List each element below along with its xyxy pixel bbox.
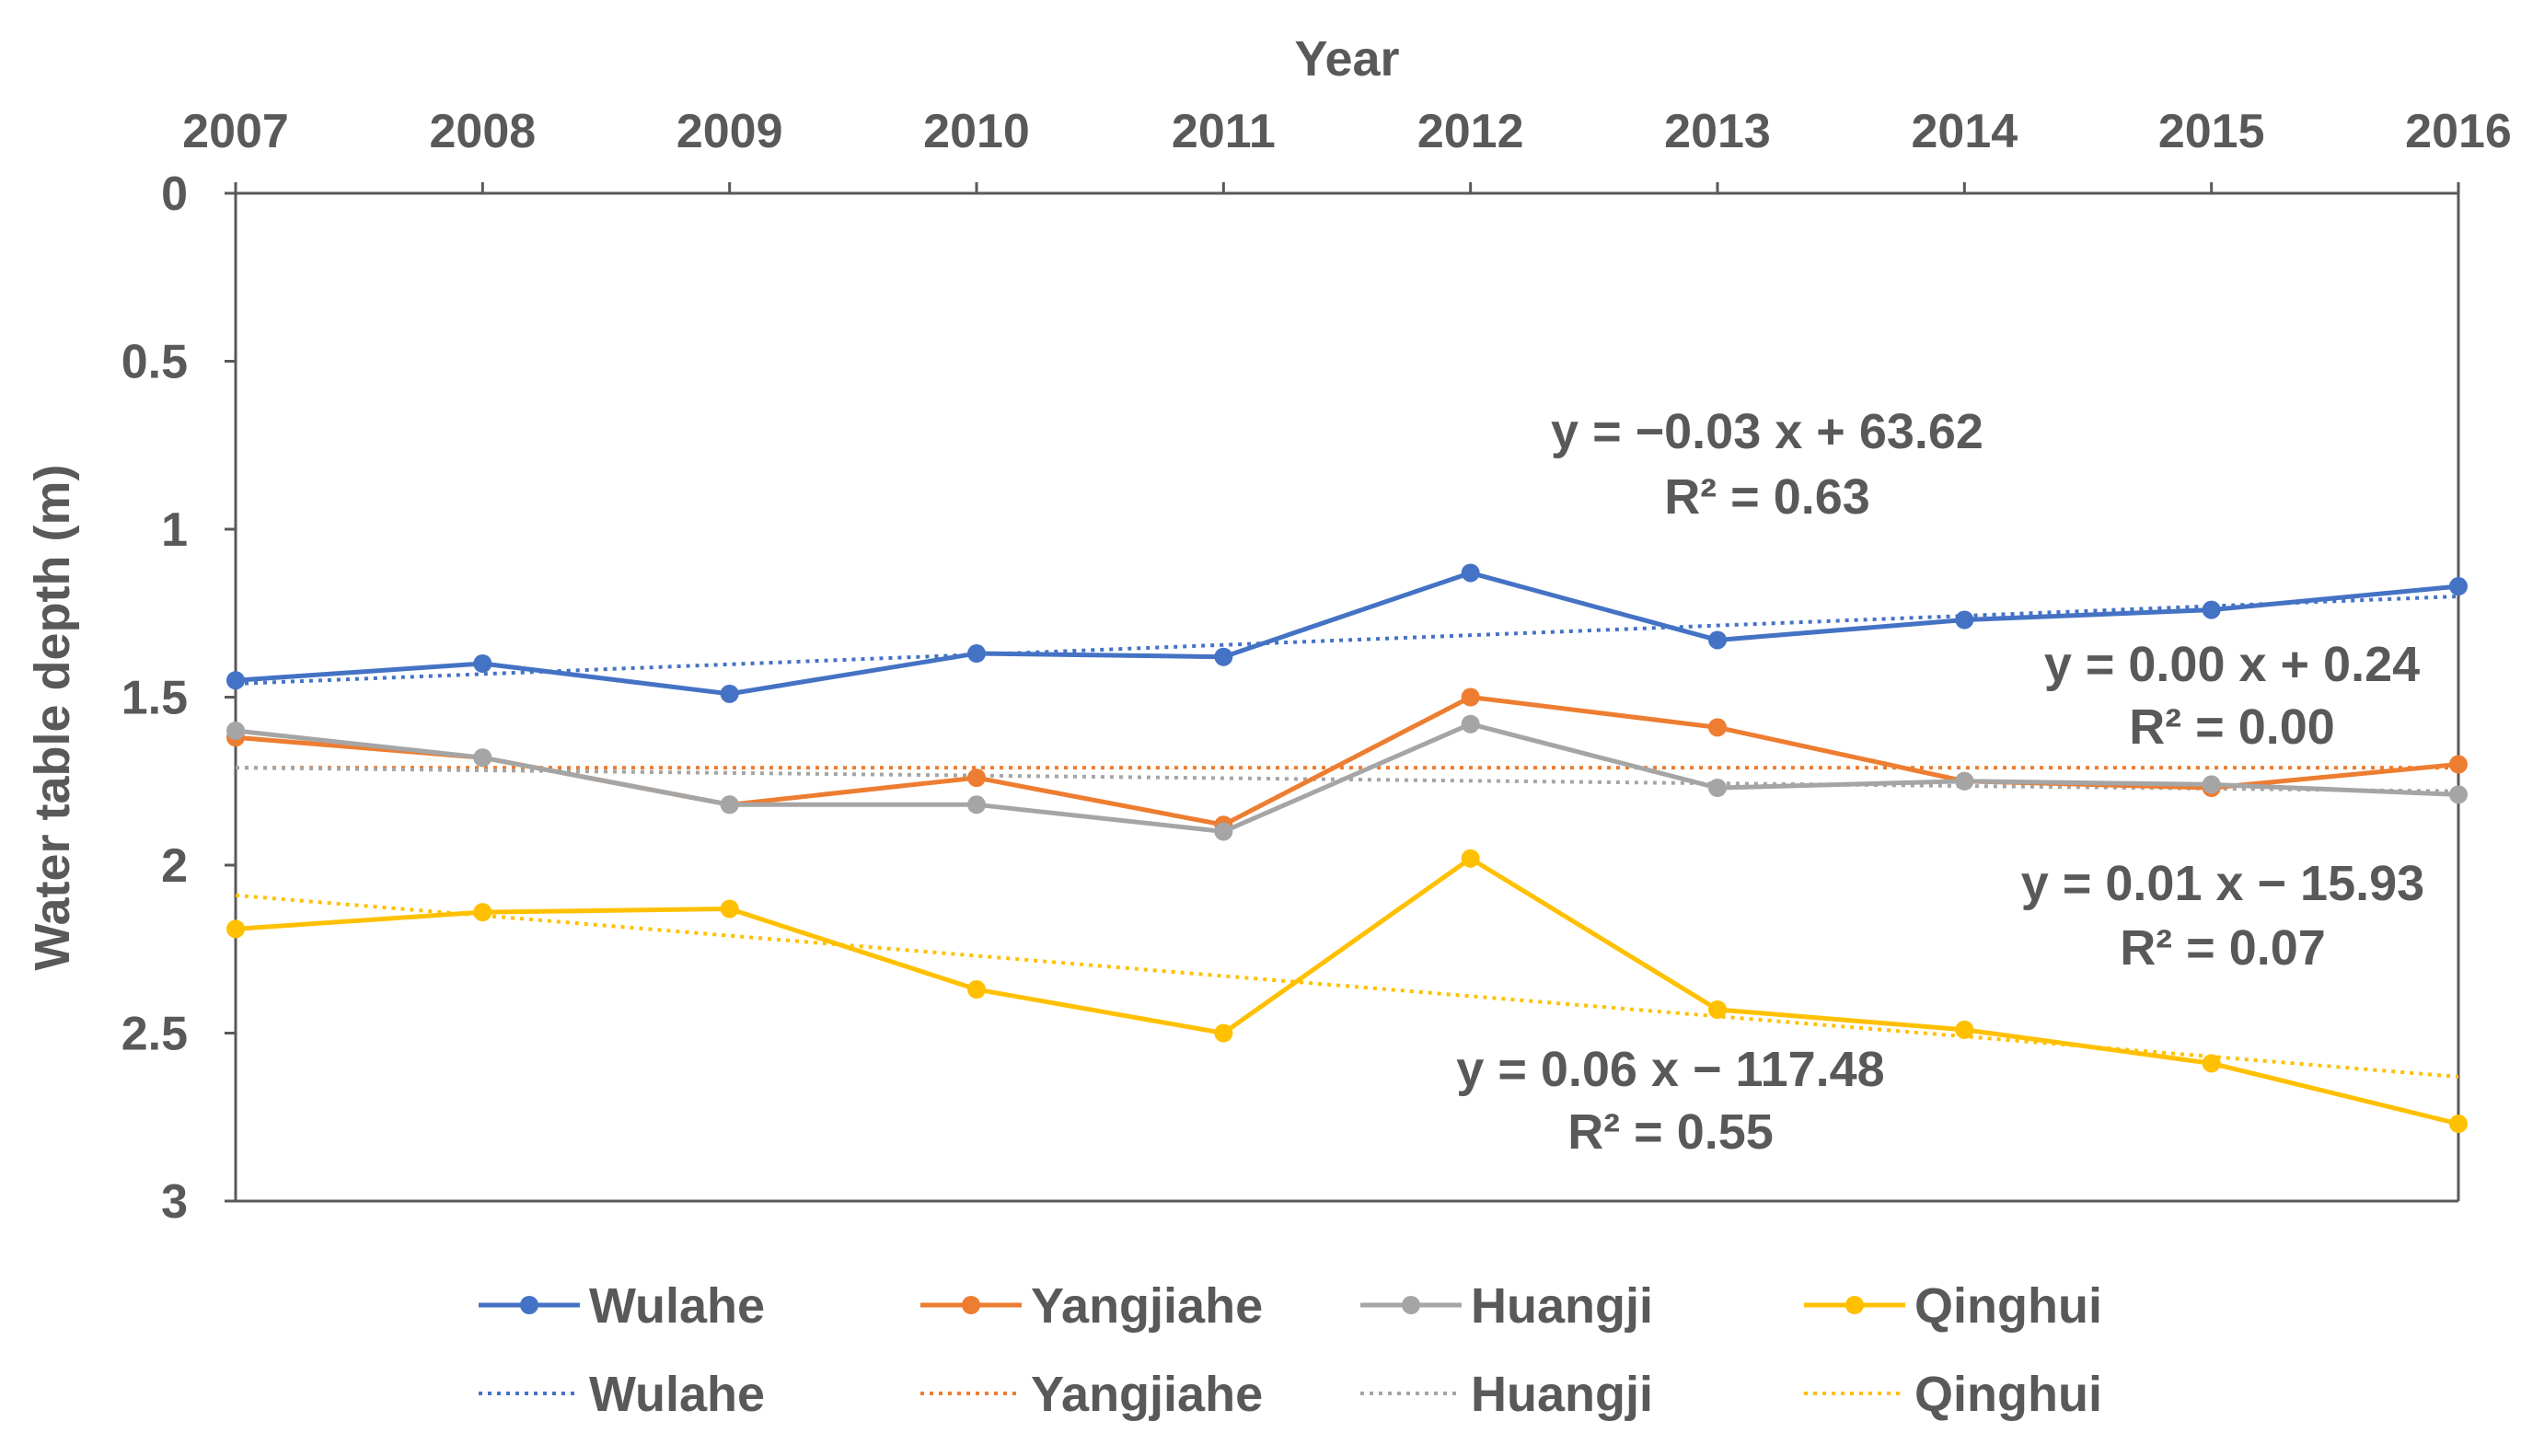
data-point bbox=[473, 654, 492, 673]
y-tick-label: 2 bbox=[161, 839, 188, 893]
trendline-qinghui bbox=[235, 893, 2459, 1079]
trendline-equation-qinghui: y = 0.06 x − 117.48 bbox=[1456, 1042, 1884, 1097]
y-tick-label: 3 bbox=[161, 1175, 188, 1229]
legend-swatch-marker bbox=[1845, 1296, 1864, 1314]
data-point bbox=[2449, 785, 2468, 804]
data-point bbox=[967, 980, 986, 1000]
series-line-wulahe bbox=[235, 570, 2459, 697]
y-tick-label: 0.5 bbox=[121, 336, 188, 389]
data-point bbox=[967, 644, 986, 664]
legend-label: Wulahe bbox=[589, 1367, 765, 1422]
data-point bbox=[1214, 1023, 1233, 1043]
legend-label: Wulahe bbox=[589, 1278, 765, 1334]
trendline-equation-huangji: y = 0.01 x − 15.93 bbox=[2021, 856, 2424, 911]
x-tick-label: 2012 bbox=[1417, 105, 1524, 158]
legend-trendline-wulahe: Wulahe bbox=[479, 1367, 765, 1422]
legend-swatch-marker bbox=[1402, 1296, 1420, 1314]
y-tick-label: 0 bbox=[161, 168, 188, 221]
data-point bbox=[1708, 718, 1727, 737]
data-point bbox=[1708, 630, 1727, 650]
x-tick-label: 2014 bbox=[1911, 105, 2018, 158]
series-huangji bbox=[226, 714, 2468, 841]
y-tick-label: 2.5 bbox=[121, 1008, 188, 1061]
x-tick-label: 2008 bbox=[429, 105, 536, 158]
legend-trendline-yangjiahe: Yangjiahe bbox=[920, 1367, 1263, 1422]
legend-series-qinghui: Qinghui bbox=[1804, 1278, 2102, 1334]
trendline-r2-qinghui: R² = 0.55 bbox=[1567, 1104, 1774, 1160]
data-point bbox=[1461, 849, 1480, 868]
data-point bbox=[473, 903, 492, 922]
data-point bbox=[2202, 600, 2221, 619]
data-point bbox=[2449, 577, 2468, 596]
series-qinghui bbox=[226, 849, 2468, 1134]
y-axis-title: Water table depth (m) bbox=[25, 464, 80, 970]
legend-trendline-huangji: Huangji bbox=[1360, 1367, 1653, 1422]
legend-series-huangji: Huangji bbox=[1360, 1278, 1653, 1334]
data-point bbox=[720, 795, 739, 815]
data-point bbox=[967, 768, 986, 788]
data-series bbox=[226, 563, 2468, 1134]
trendline-equation-wulahe: y = −0.03 x + 63.62 bbox=[1551, 404, 1983, 459]
trendline-annotations: y = −0.03 x + 63.62 R² = 0.63 y = 0.00 x +… bbox=[1456, 404, 2424, 1160]
legend-label: Qinghui bbox=[1914, 1367, 2102, 1422]
data-point bbox=[2202, 1054, 2221, 1073]
legend: Wulahe Yangjiahe Huangji Qinghui Wulahe Yangj… bbox=[479, 1278, 2102, 1422]
y-tick-label: 1 bbox=[161, 503, 188, 557]
x-tick-label: 2009 bbox=[676, 105, 783, 158]
data-point bbox=[1955, 1020, 1974, 1039]
series-wulahe bbox=[226, 563, 2468, 703]
legend-label: Yangjiahe bbox=[1031, 1278, 1263, 1334]
data-point bbox=[1708, 779, 1727, 798]
data-point bbox=[473, 748, 492, 768]
data-point bbox=[720, 684, 739, 703]
x-tick-label: 2013 bbox=[1664, 105, 1771, 158]
trendlines bbox=[235, 595, 2459, 1079]
data-point bbox=[1461, 688, 1480, 707]
data-point bbox=[1214, 822, 1233, 841]
data-point bbox=[1214, 647, 1233, 666]
data-point bbox=[226, 919, 245, 939]
data-point bbox=[1955, 771, 1974, 791]
legend-label: Huangji bbox=[1471, 1278, 1653, 1334]
trendline-wulahe bbox=[235, 595, 2459, 686]
data-point bbox=[1461, 563, 1480, 583]
data-point bbox=[226, 671, 245, 690]
trendline-r2-wulahe: R² = 0.63 bbox=[1664, 469, 1870, 525]
x-tick-label: 2007 bbox=[182, 105, 289, 158]
data-point bbox=[2449, 1115, 2468, 1134]
trendline-r2-huangji: R² = 0.07 bbox=[2120, 920, 2326, 976]
data-point bbox=[2449, 755, 2468, 774]
x-axis-title: Year bbox=[1294, 31, 1399, 87]
x-tick-label: 2010 bbox=[923, 105, 1030, 158]
data-point bbox=[1461, 714, 1480, 734]
data-point bbox=[967, 795, 986, 815]
legend-series-wulahe: Wulahe bbox=[479, 1278, 765, 1334]
data-point bbox=[720, 899, 739, 919]
series-line-qinghui bbox=[235, 856, 2459, 1127]
data-point bbox=[2202, 775, 2221, 794]
legend-label: Qinghui bbox=[1914, 1278, 2102, 1334]
data-point bbox=[1708, 1000, 1727, 1019]
trendline-equation-yangjiahe: y = 0.00 x + 0.24 bbox=[2044, 637, 2420, 692]
x-tick-label: 2011 bbox=[1172, 105, 1276, 158]
legend-label: Yangjiahe bbox=[1031, 1367, 1263, 1422]
y-tick-label: 1.5 bbox=[121, 672, 188, 725]
legend-trendline-qinghui: Qinghui bbox=[1804, 1367, 2102, 1422]
x-tick-label: 2016 bbox=[2405, 105, 2512, 158]
series-line-huangji bbox=[235, 722, 2459, 834]
legend-series-yangjiahe: Yangjiahe bbox=[920, 1278, 1263, 1334]
legend-swatch-marker bbox=[962, 1296, 980, 1314]
data-point bbox=[1955, 610, 1974, 630]
axes: 2007 2008 2009 2010 2011 2012 2013 2014 2015 2016… bbox=[25, 31, 2512, 1229]
x-tick-label: 2015 bbox=[2158, 105, 2265, 158]
trendline-huangji bbox=[235, 766, 2459, 793]
data-point bbox=[226, 722, 245, 740]
trendline-r2-yangjiahe: R² = 0.00 bbox=[2129, 699, 2335, 755]
legend-swatch-marker bbox=[520, 1296, 538, 1314]
legend-label: Huangji bbox=[1471, 1367, 1653, 1422]
